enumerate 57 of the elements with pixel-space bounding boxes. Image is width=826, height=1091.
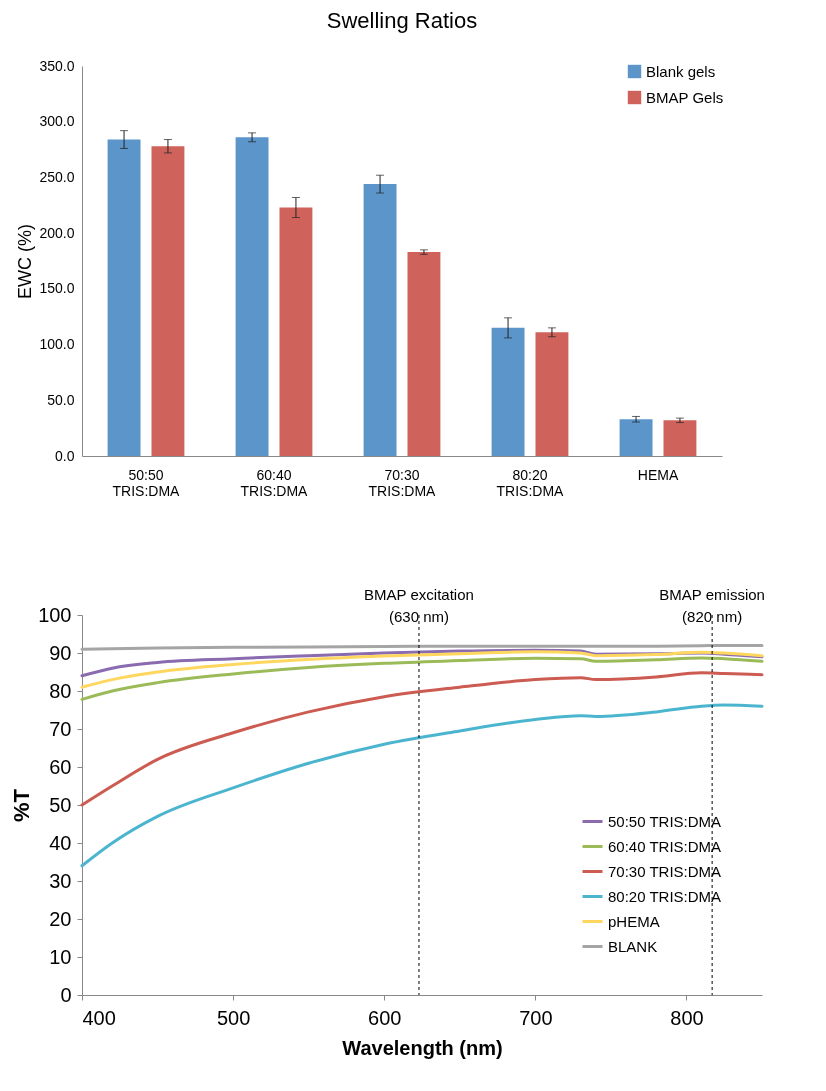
bar [535,332,569,456]
ref-line-label: BMAP excitation (630 nm) [364,586,474,625]
legend-label: Blank gels [646,62,716,80]
line-series [80,671,764,807]
legend-label: 60:40 TRIS:DMA [608,837,722,855]
line-series [80,703,764,868]
line-series [80,656,764,701]
y-tick-label: 0 [60,983,72,1006]
ref-line-label: BMAP emission (820 nm) [659,586,765,625]
legend-label: 80:20 TRIS:DMA [608,887,722,905]
x-tick-label: 60:40 TRIS:DMA [240,466,309,499]
bar [663,420,697,456]
bar [491,327,525,456]
y-tick-label: 50 [49,793,72,816]
bar [107,139,141,456]
y-tick-label: 20 [49,907,72,930]
y-tick-label: 30 [49,869,72,892]
y-tick-label: 250.0 [39,168,75,185]
y-tick-label: 90 [49,641,72,664]
bar [235,137,269,456]
legend-label: 70:30 TRIS:DMA [608,862,722,880]
y-tick-label: 0.0 [55,447,75,464]
y-tick-label: 10 [49,945,72,968]
x-tick-label: 600 [368,1006,402,1029]
y-axis-title: %T [9,788,35,822]
bar [151,146,185,456]
line-series [80,650,764,689]
bar [279,207,313,456]
x-tick-label: 700 [519,1006,553,1029]
x-axis-title: Wavelength (nm) [342,1036,503,1059]
y-tick-label: 40 [49,831,72,854]
x-tick-label: 800 [670,1006,704,1029]
bar [363,184,397,456]
y-axis-title: EWC (%) [15,224,36,299]
y-tick-label: 150.0 [39,280,75,297]
x-tick-label: 400 [82,1006,116,1029]
y-tick-label: 100 [38,603,72,626]
y-tick-label: 50.0 [47,391,75,408]
bar [619,419,653,456]
y-tick-label: 60 [49,755,72,778]
legend-label: BLANK [608,937,658,955]
bar [407,252,441,456]
y-tick-label: 100.0 [39,336,75,353]
legend-label: pHEMA [608,912,660,930]
y-tick-label: 80 [49,679,72,702]
x-tick-label: 80:20 TRIS:DMA [496,466,565,499]
y-tick-label: 300.0 [39,113,75,130]
y-tick-label: 70 [49,717,72,740]
x-tick-label: 70:30 TRIS:DMA [368,466,437,499]
x-tick-label: 50:50 TRIS:DMA [112,466,181,499]
y-tick-label: 350.0 [39,57,75,74]
legend-label: BMAP Gels [646,88,724,106]
chart-title: Swelling Ratios [326,8,478,33]
legend-label: 50:50 TRIS:DMA [608,812,722,830]
x-tick-label: HEMA [637,466,679,483]
x-tick-label: 500 [216,1006,251,1029]
y-tick-label: 200.0 [39,224,75,241]
